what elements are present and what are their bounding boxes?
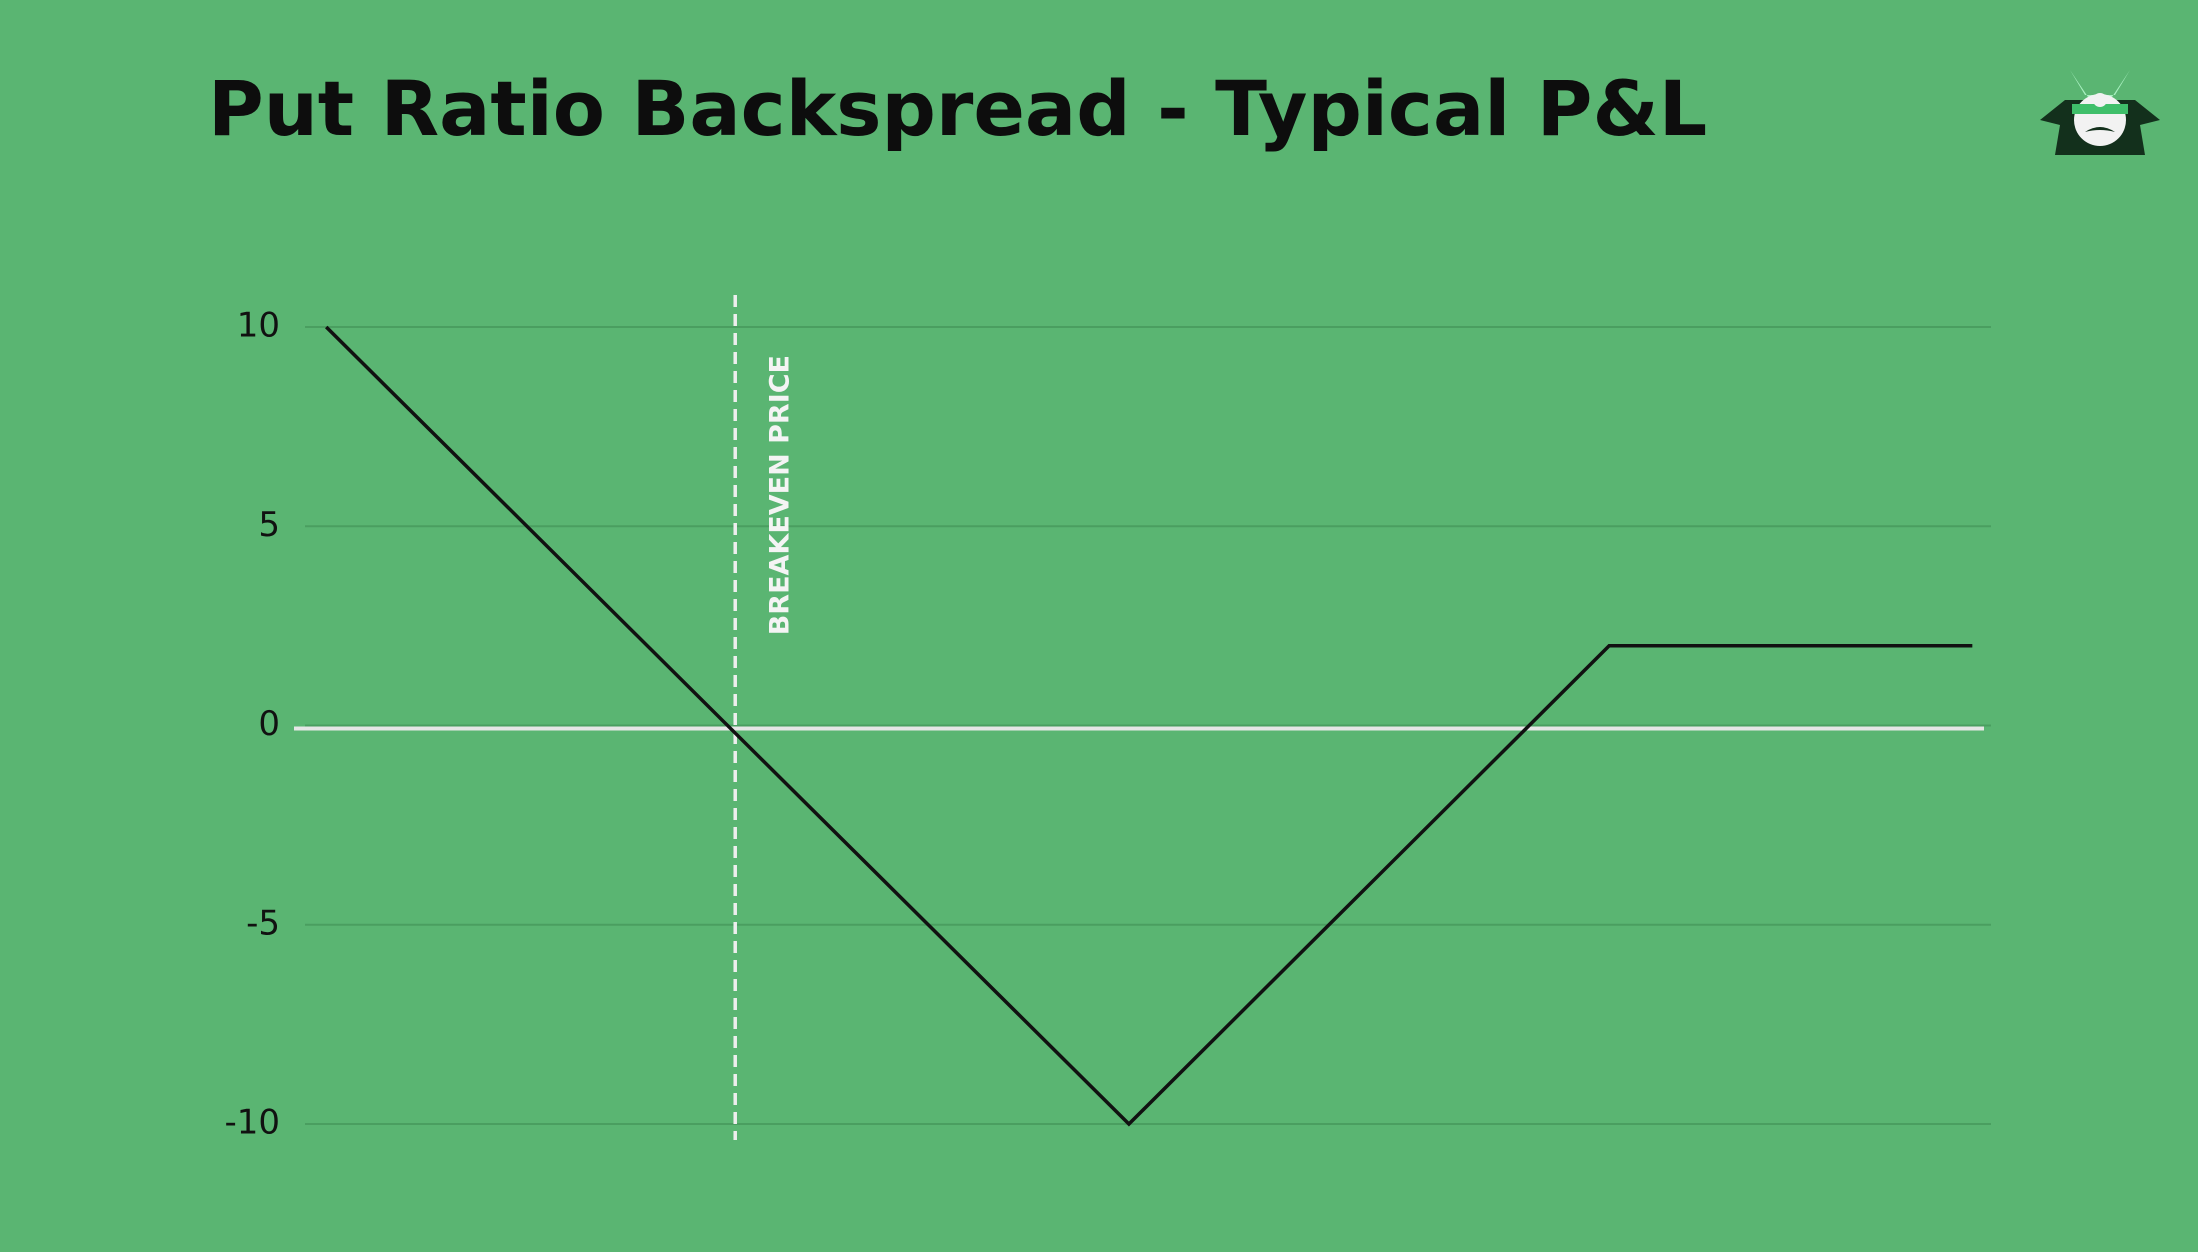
y-tick-label: -5 xyxy=(246,903,280,943)
pnl-line xyxy=(325,325,1973,1127)
y-tick-label: 10 xyxy=(237,306,280,346)
y-tick-label: -10 xyxy=(224,1103,280,1143)
annotation: BREAKEVEN PRICE xyxy=(765,355,796,635)
chart-title: Put Ratio Backspread - Typical P&L xyxy=(208,64,1707,153)
y-tick-label: 5 xyxy=(258,505,280,545)
y-tick-label: 0 xyxy=(258,704,280,744)
logo xyxy=(2040,70,2160,155)
